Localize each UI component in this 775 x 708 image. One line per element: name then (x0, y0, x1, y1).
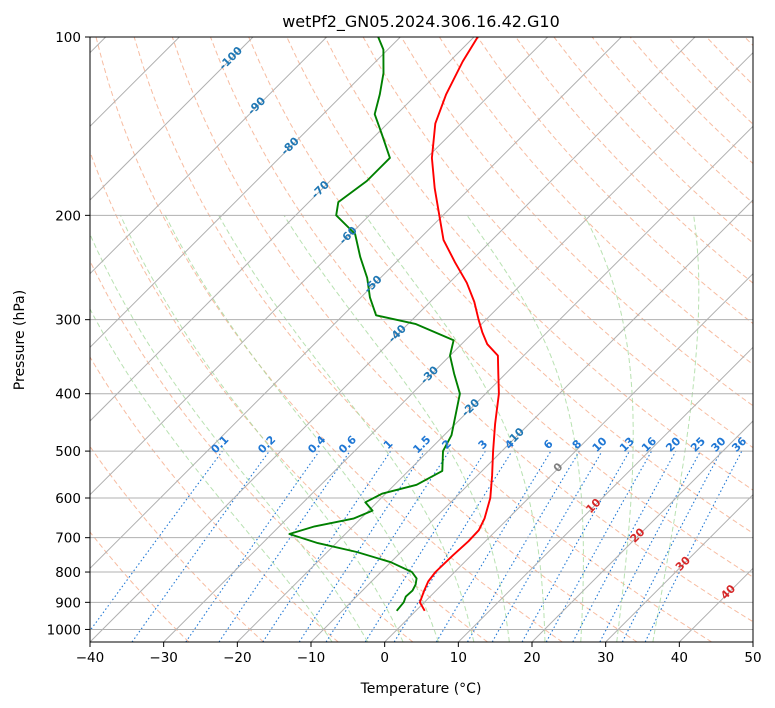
x-tick-label: 10 (450, 650, 467, 666)
y-tick-label: 500 (55, 444, 81, 460)
isotherm-gridline (90, 37, 401, 349)
dry-adiabat-line (90, 531, 190, 642)
y-tick-label: 900 (55, 595, 81, 611)
temperature-line (418, 37, 500, 612)
mixing-ratio-line (572, 450, 677, 642)
mixing-ratio-line (545, 450, 653, 642)
y-tick-label: 700 (55, 531, 81, 547)
dewpoint-line (288, 37, 461, 612)
moist-adiabat-line (120, 215, 404, 642)
isotherm-gridline (90, 37, 622, 570)
mixing-ratio-line (90, 450, 223, 632)
dry-adiabat-line (438, 37, 753, 366)
y-tick-label: 600 (55, 491, 81, 507)
mixing-ratio-line (521, 450, 630, 642)
dry-adiabat-line (400, 37, 753, 407)
dry-adiabat-line (248, 37, 753, 578)
mixing-ratio-line (131, 450, 270, 642)
mixing-ratio-line (325, 450, 450, 642)
dry-adiabat-line (515, 37, 753, 284)
axes: −40 −30 −20 −10 0 10 20 30 40 50 100 200 300 400 500 60… (47, 30, 762, 666)
mixing-ratio-line (393, 450, 513, 642)
isotherm-gridline (752, 641, 753, 642)
y-tick-label: 800 (55, 565, 81, 581)
background-lines (90, 37, 753, 642)
x-tick-label: 40 (671, 650, 688, 666)
dry-adiabat-line (210, 37, 753, 623)
isotherm-gridline (90, 37, 549, 496)
moist-adiabat-line (90, 232, 369, 642)
x-tick-label: 30 (597, 650, 614, 666)
moist-adiabat-line (583, 215, 634, 642)
y-tick-label: 400 (55, 387, 81, 403)
plot-frame (89, 36, 754, 643)
x-tick-label: 50 (744, 650, 761, 666)
moist-adiabat-line (283, 215, 510, 642)
dry-adiabat-line (95, 37, 563, 642)
isotherm-gridline (163, 51, 753, 642)
x-tick-label: −10 (297, 650, 326, 666)
chart-title: wetPf2_GN05.2024.306.16.42.G10 (282, 12, 560, 32)
moist-adiabat-line (652, 215, 700, 642)
isotherm-gridline (310, 199, 753, 642)
x-tick-label: −30 (149, 650, 178, 666)
isotherm-gridline (90, 37, 254, 201)
dry-adiabat-line (324, 37, 753, 491)
dry-adiabat-line (90, 356, 339, 642)
mixing-ratio-line (298, 450, 425, 642)
isotherm-gridline (457, 346, 753, 642)
isotherm-gridline (90, 37, 475, 422)
x-tick-label: −20 (223, 650, 252, 666)
isotherm-gridline (384, 272, 753, 642)
x-tick-label: 0 (380, 650, 389, 666)
y-tick-label: 300 (55, 313, 81, 329)
moist-adiabat-line (364, 215, 546, 642)
x-tick-label: 20 (523, 650, 540, 666)
dry-adiabat-line (171, 37, 712, 642)
dry-adiabat-line (90, 150, 488, 642)
dry-adiabat-line (133, 37, 638, 642)
dry-adiabat-line (90, 445, 264, 642)
mixing-ratio-line (262, 450, 392, 642)
y-tick-label: 200 (55, 208, 81, 224)
x-axis-label: Temperature (°C) (360, 681, 482, 697)
y-axis-label: Pressure (hPa) (12, 290, 28, 390)
y-tick-label: 100 (55, 30, 81, 46)
mixing-ratio-line (185, 450, 320, 642)
isotherm-gridline (605, 493, 753, 642)
isotherm-gridline (90, 37, 696, 642)
moist-adiabat-line (164, 215, 439, 642)
isotherm-gridline (236, 125, 753, 642)
mixing-ratio-line (644, 450, 743, 642)
isotherm-gridline (90, 37, 328, 275)
profile-series (288, 37, 500, 612)
x-tick-label: −40 (76, 650, 105, 666)
mixing-ratio-line (218, 450, 351, 642)
isotherm-gridline (531, 420, 753, 642)
y-tick-label: 1000 (47, 622, 81, 638)
plot-area-background (90, 37, 753, 642)
